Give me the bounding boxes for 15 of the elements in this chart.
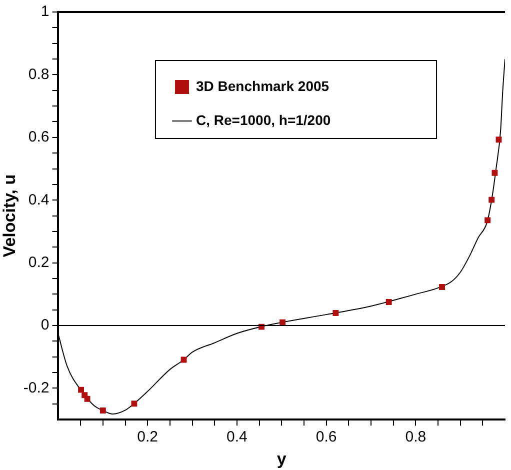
x-axis-title: y bbox=[276, 449, 287, 468]
y-tick-label: 1 bbox=[40, 3, 50, 20]
y-tick-label: 0.4 bbox=[28, 191, 50, 208]
y-tick-label: -0.2 bbox=[23, 379, 50, 396]
y-tick-label: 0.2 bbox=[28, 254, 50, 271]
legend-label: 3D Benchmark 2005 bbox=[196, 78, 330, 94]
y-axis-title: Velocity, u bbox=[0, 174, 19, 258]
y-tick-label: 0 bbox=[40, 316, 50, 334]
y-tick-label: 0.6 bbox=[28, 128, 50, 146]
x-tick-label: 0.2 bbox=[137, 428, 158, 446]
x-tick-label: 0.6 bbox=[316, 428, 337, 446]
y-tick-label: 0.8 bbox=[28, 66, 50, 83]
x-tick-label: 0.8 bbox=[405, 428, 426, 446]
legend-label: C, Re=1000, h=1/200 bbox=[196, 112, 331, 128]
x-tick-label: 0.4 bbox=[226, 428, 248, 446]
